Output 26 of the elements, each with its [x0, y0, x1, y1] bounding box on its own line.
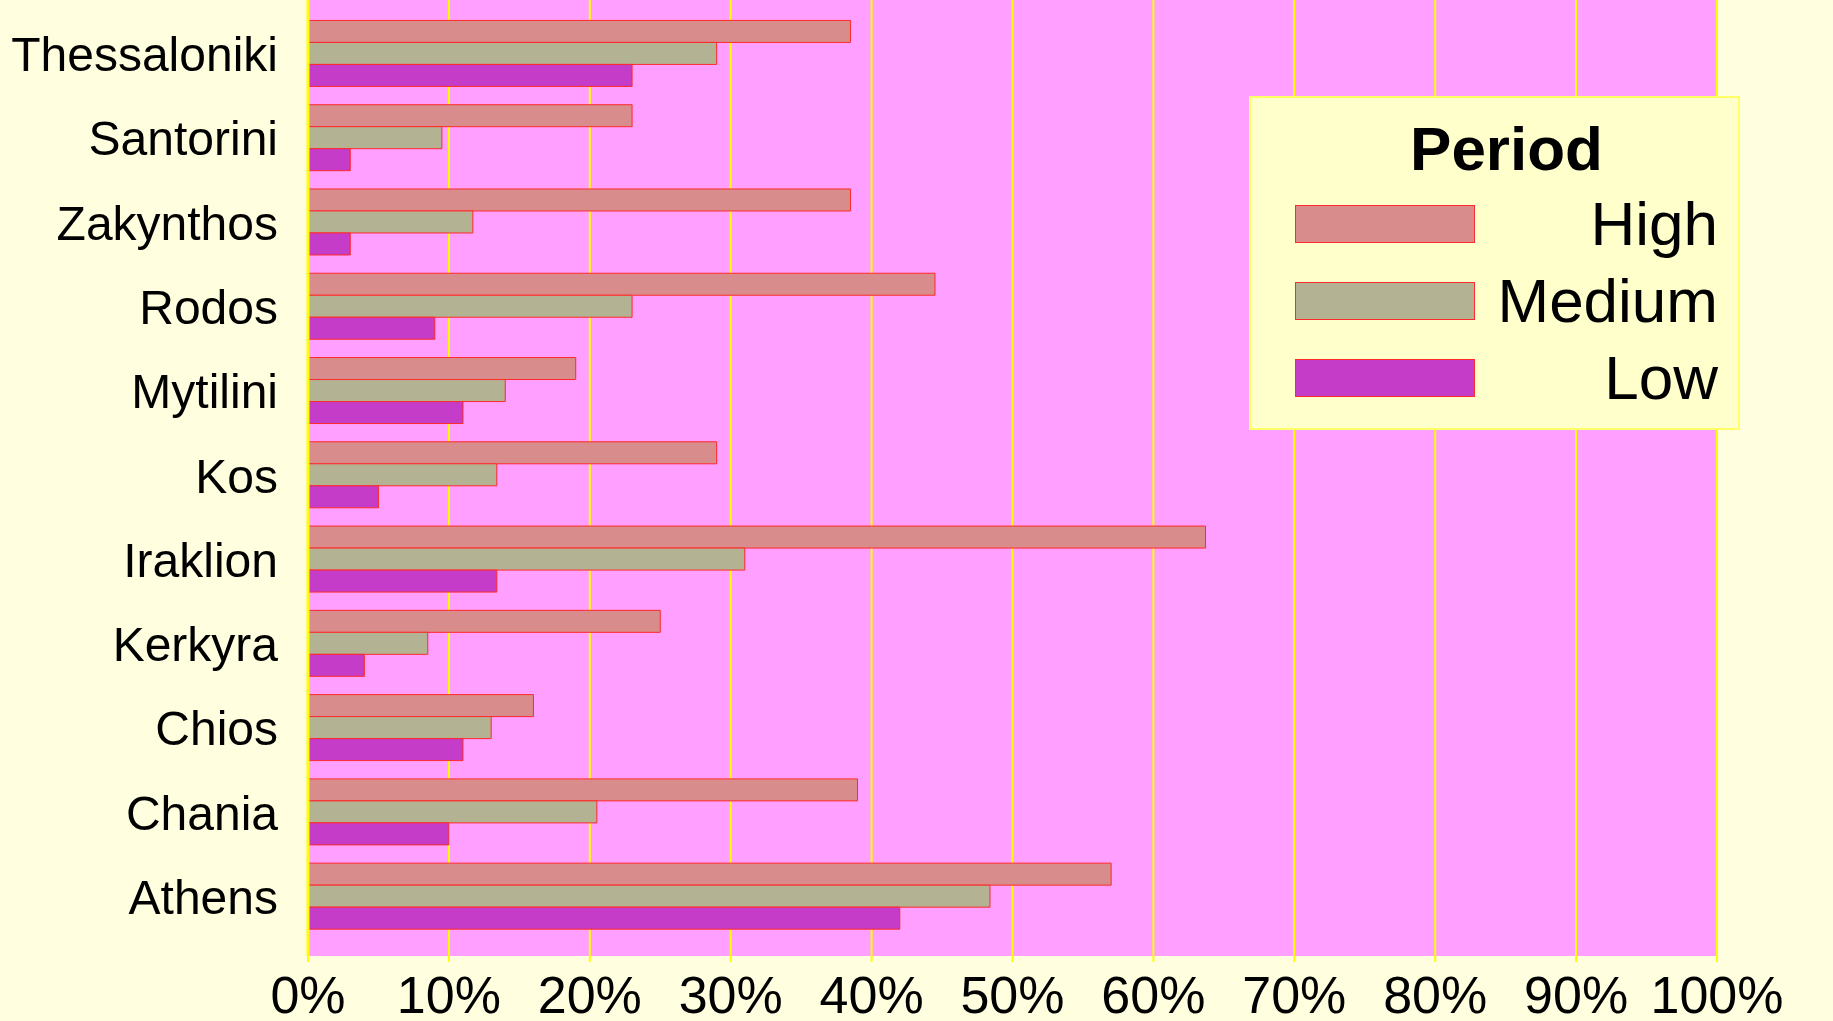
x-tick-label: 90%	[1524, 965, 1629, 1021]
legend-title: Period	[1410, 114, 1603, 183]
x-tick-label: 0%	[270, 965, 346, 1021]
y-tick-label: Iraklion	[123, 533, 278, 587]
legend-label: Low	[1604, 342, 1718, 412]
y-tick-label: Rodos	[139, 280, 278, 334]
y-tick-label: Kos	[195, 449, 278, 503]
y-tick-label: Athens	[128, 870, 278, 924]
legend-label: Medium	[1497, 265, 1718, 335]
y-tick-label: Santorini	[88, 112, 278, 166]
x-tick-label: 80%	[1383, 965, 1488, 1021]
y-tick-label: Kerkyra	[112, 618, 279, 672]
y-tick-label: Thessaloniki	[11, 28, 278, 82]
x-tick-label: 70%	[1242, 965, 1347, 1021]
legend-label: High	[1590, 188, 1718, 258]
y-tick-label: Mytilini	[131, 365, 278, 419]
x-tick-label: 20%	[537, 965, 642, 1021]
y-tick-label: Zakynthos	[56, 196, 278, 250]
x-tick-label: 60%	[1101, 965, 1206, 1021]
x-tick-label: 40%	[819, 965, 924, 1021]
x-tick-label: 30%	[678, 965, 783, 1021]
x-tick-label: 10%	[396, 965, 501, 1021]
x-tick-label: 50%	[960, 965, 1065, 1021]
y-tick-label: Chios	[155, 702, 278, 756]
x-tick-label: 100%	[1650, 965, 1784, 1021]
y-tick-label: Chania	[125, 786, 279, 840]
